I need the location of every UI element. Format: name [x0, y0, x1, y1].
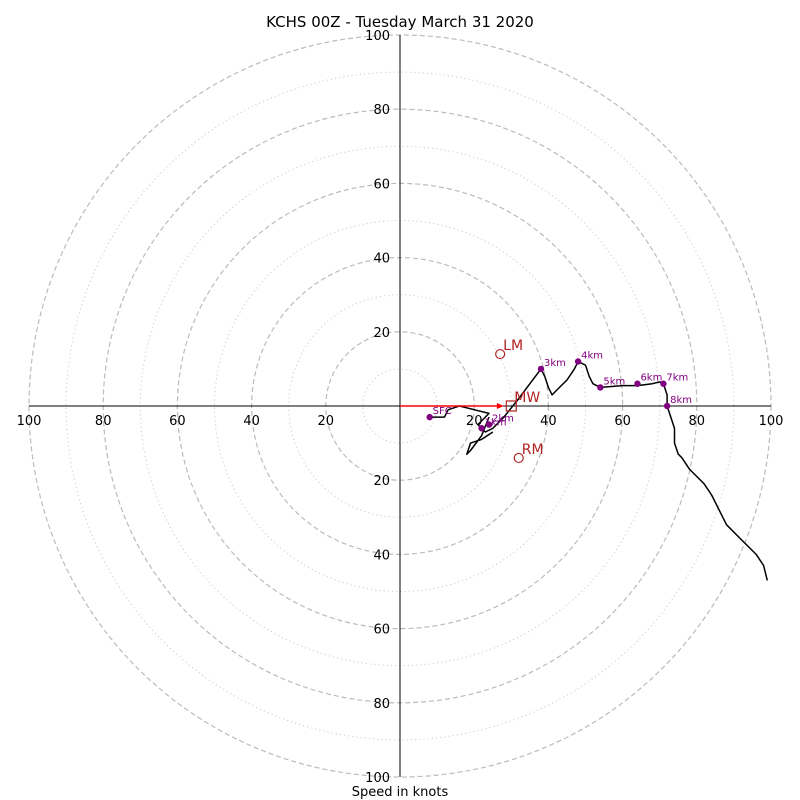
height-marker-label: 2km	[492, 414, 514, 425]
height-marker-dot	[485, 421, 493, 428]
lm-label: LM	[503, 338, 523, 354]
height-marker-label: 3km	[544, 358, 566, 369]
height-marker-label: 7km	[666, 373, 688, 384]
height-marker-dot	[634, 380, 641, 387]
rm-label: RM	[522, 442, 544, 458]
tick-label-up: 100	[365, 29, 390, 44]
tick-label-left: 40	[243, 414, 260, 429]
height-marker-label: 8km	[670, 395, 692, 406]
tick-labels: 2020202040404040606060608080808010010010…	[17, 29, 784, 786]
tick-label-down: 40	[373, 548, 390, 563]
tick-label-left: 80	[95, 414, 112, 429]
tick-label-left: 20	[318, 414, 335, 429]
mean-wind-vector	[400, 403, 504, 409]
height-marker-dot	[663, 402, 671, 410]
rm-marker	[513, 452, 524, 464]
height-marker-label: 4km	[581, 350, 603, 361]
height-marker-dot	[537, 365, 545, 373]
chart-title: KCHS 00Z - Tuesday March 31 2020	[266, 13, 534, 31]
hodograph-line-1	[466, 416, 494, 455]
height-marker-dot	[660, 380, 667, 387]
tick-label-down: 80	[373, 697, 390, 712]
tick-label-left: 100	[17, 414, 42, 429]
height-marker-label: 6km	[640, 373, 662, 384]
tick-label-up: 60	[373, 177, 390, 192]
lm-marker	[495, 348, 506, 360]
tick-label-down: 60	[373, 623, 390, 638]
tick-label-right: 80	[689, 414, 706, 429]
tick-label-right: 40	[540, 414, 557, 429]
tick-label-down: 20	[373, 474, 390, 489]
hodograph-line-0	[429, 360, 769, 581]
height-marker-label: 1km	[485, 417, 507, 428]
height-marker-dot	[426, 413, 433, 421]
tick-label-left: 60	[169, 414, 186, 429]
tick-label-up: 20	[373, 326, 390, 341]
x-axis-label: Speed in knots	[352, 785, 449, 800]
mw-label: MW	[514, 390, 540, 406]
height-marker-dot	[574, 358, 582, 365]
storm-motion-markers: LM RM MW	[495, 338, 544, 464]
tick-label-right: 60	[614, 414, 631, 429]
height-marker-label: SFC	[433, 406, 452, 417]
tick-label-up: 80	[373, 103, 390, 118]
tick-label-right: 100	[759, 414, 784, 429]
mw-marker	[505, 400, 517, 412]
tick-label-down: 100	[365, 771, 390, 786]
height-marker-dot	[597, 384, 604, 391]
mean-wind-arrowhead	[496, 403, 504, 409]
tick-label-up: 40	[373, 252, 390, 267]
height-marker-dot	[478, 425, 485, 432]
height-marker-label: 5km	[603, 376, 625, 387]
hodograph-series	[429, 360, 769, 581]
